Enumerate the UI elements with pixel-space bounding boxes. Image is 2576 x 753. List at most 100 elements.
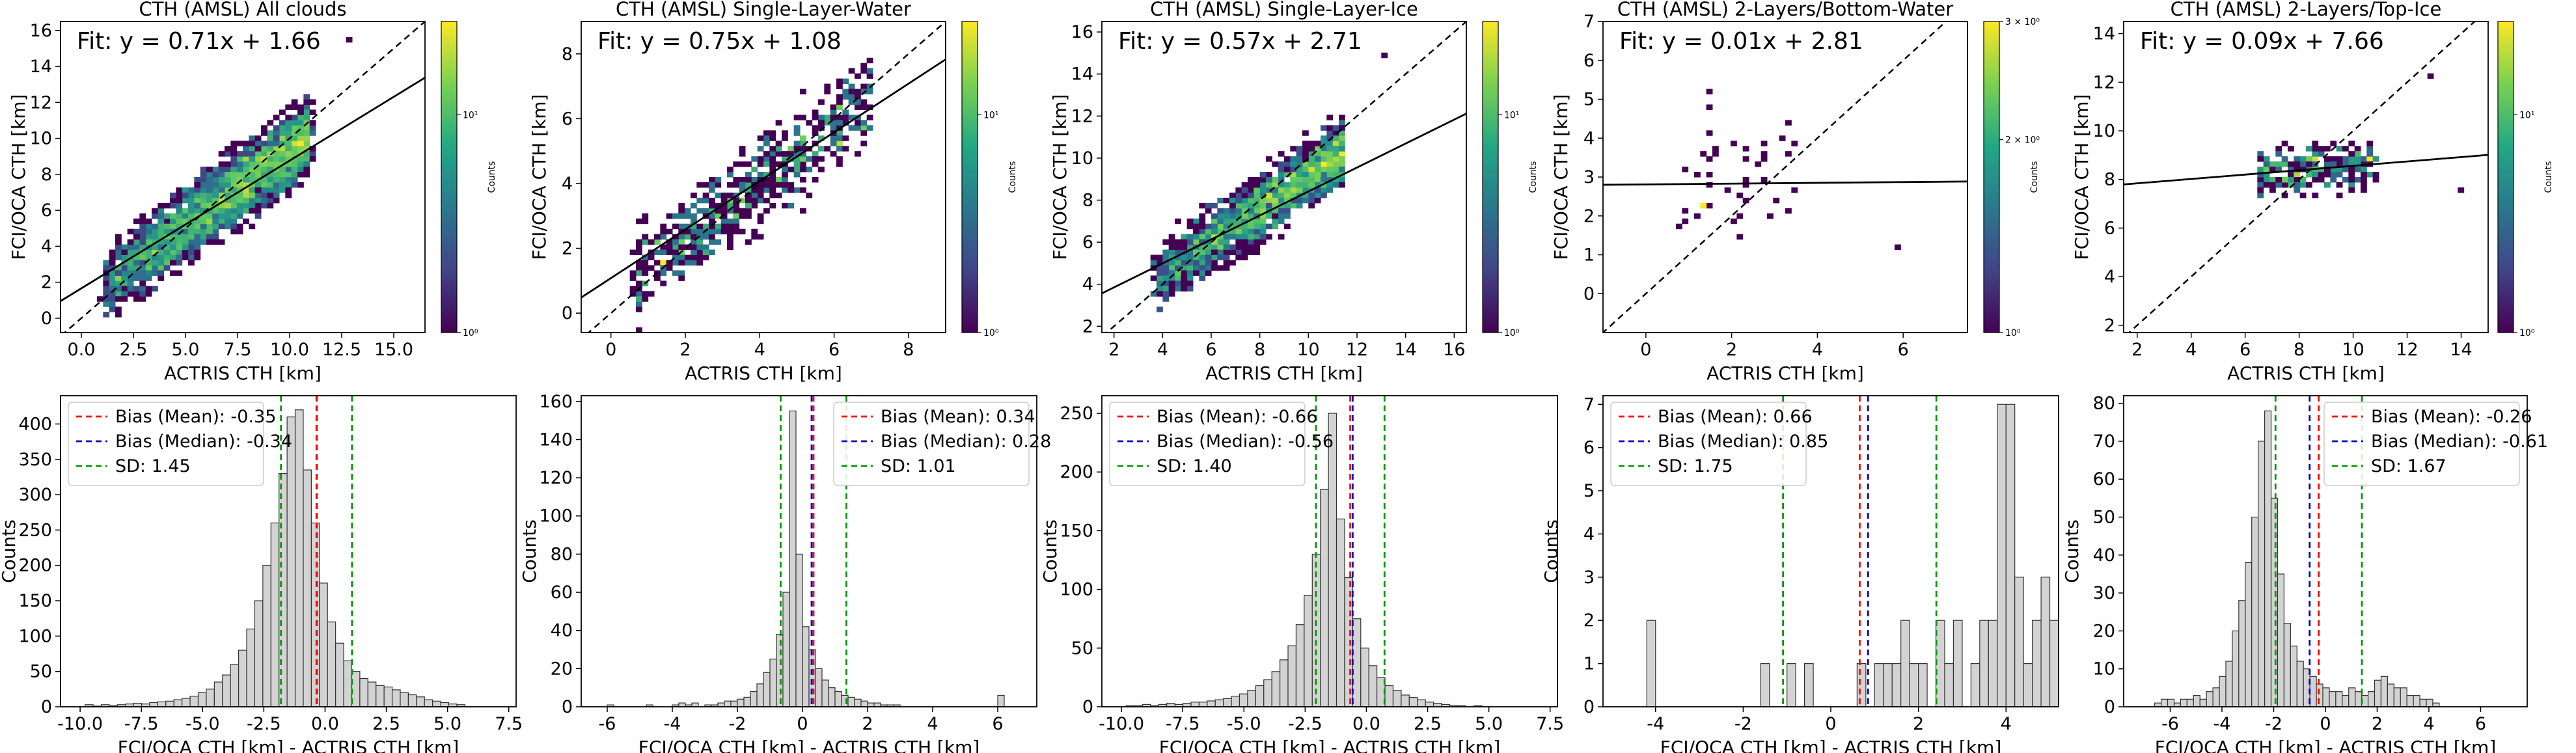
histogram-bar [860,700,868,707]
heatmap-cell [1290,172,1297,178]
heatmap-cell [739,177,746,183]
heatmap-cell [1241,244,1248,251]
heatmap-cell [212,213,219,219]
heatmap-cell [1339,177,1345,183]
heatmap-cell [176,202,183,209]
axes-frame [581,395,1037,707]
heatmap-cell [188,202,195,209]
heatmap-cell [1296,156,1303,162]
heatmap-cell [1217,265,1224,271]
heatmap-cell [2306,146,2312,152]
colorbar-tick-label: 2 × 10⁰ [2005,135,2040,146]
heatmap-cell [1241,208,1248,214]
heatmap-cell [267,192,274,199]
heatmap-cell [109,249,116,255]
heatmap-cell [654,249,661,255]
heatmap-cell [1321,161,1327,167]
heatmap-cell [206,192,213,199]
histogram-bar [997,694,1005,707]
heatmap-cell [230,202,238,209]
heatmap-cell [2312,156,2319,162]
heatmap-cell [2269,177,2276,183]
heatmap-cell [2361,156,2367,162]
heatmap-cell [763,187,770,193]
heatmap-cell [267,151,274,157]
heatmap-cell [1321,146,1327,152]
heatmap-cell [830,120,837,126]
heatmap-cell [279,151,286,157]
heatmap-cell [1199,249,1206,255]
heatmap-cell [836,135,843,141]
x-tick-label: -5.0 [185,714,220,734]
heatmap-cell [709,177,715,183]
x-tick-label: -4 [1647,714,1664,734]
heatmap-cell [1339,125,1345,131]
x-tick-label: 12 [2396,340,2418,360]
histogram-bar [262,565,271,707]
heatmap-cell [1211,244,1218,251]
heatmap-cell [2348,167,2355,172]
heatmap-cell [1199,213,1206,219]
heatmap-cell [672,239,679,245]
heatmap-cell [800,161,806,167]
heatmap-cell [1229,244,1236,251]
x-tick-label: 12.5 [322,340,361,360]
heatmap-cell [1326,146,1334,152]
heatmap-cell [1339,141,1345,146]
heatmap-cell [2361,182,2367,188]
histogram-bar [2129,664,2137,707]
heatmap-cell [1199,228,1206,235]
heatmap-cell [2312,151,2319,157]
histogram-bar [2387,683,2394,707]
histogram-bar [1336,518,1345,707]
histogram-bar [1944,663,1954,707]
heatmap-cell [1211,239,1218,245]
heatmap-cell [2372,177,2379,183]
y-tick-label: 4 [41,236,52,256]
heatmap-cell [303,167,310,172]
heatmap-cell [163,265,171,271]
x-tick-label: 2 [679,340,691,360]
heatmap-cell [158,202,165,209]
heatmap-cell [2318,172,2325,178]
heatmap-cell [1284,172,1291,178]
heatmap-cell [127,239,134,245]
heatmap-cell [254,182,262,188]
heatmap-cell [745,197,752,204]
x-tick-label: 5.0 [433,714,461,734]
heatmap-cell [2294,167,2301,172]
heatmap-cell [1223,223,1230,230]
heatmap-cell [709,223,715,230]
histogram-bar [2232,630,2240,707]
x-axis-label: ACTRIS CTH [km] [1205,363,1363,384]
heatmap-cell [225,161,231,167]
histogram-bar [2225,661,2233,707]
histogram-bar [1295,624,1305,707]
heatmap-cell [1682,208,1689,214]
heatmap-cell [176,208,183,214]
heatmap-cell [279,187,286,193]
heatmap-cell [176,239,183,245]
histogram-bar [691,702,699,707]
heatmap-cell [1254,234,1261,240]
heatmap-cell [152,208,158,214]
heatmap-cell [225,172,231,178]
heatmap-cell [230,218,238,225]
heatmap-cell [285,146,292,152]
heatmap-cell [200,197,207,204]
heatmap-cell [1241,218,1248,225]
heatmap-cell [855,73,861,79]
heatmap-cell [1791,141,1798,146]
heatmap-cell [2294,187,2301,193]
heatmap-cell [678,234,685,240]
heatmap-cell [1314,187,1321,193]
heatmap-cell [836,115,843,120]
fit-line [61,77,425,302]
heatmap-cell [793,156,801,162]
heatmap-cell [763,197,770,204]
heatmap-cell [158,244,165,251]
heatmap-cell [660,228,667,235]
heatmap-cell [1168,234,1175,240]
heatmap-cell [206,187,213,193]
